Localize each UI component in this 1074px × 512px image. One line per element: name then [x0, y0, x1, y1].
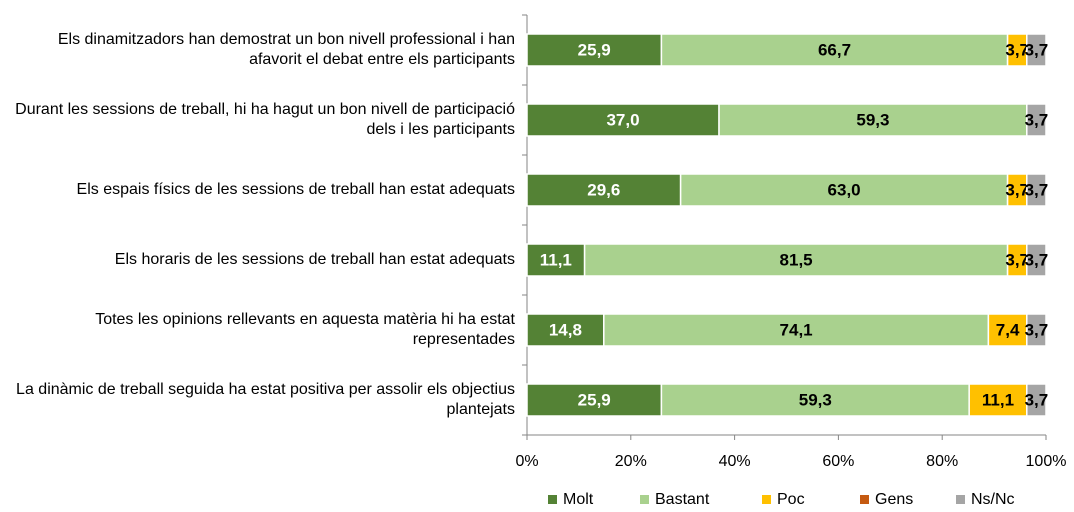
legend-swatch: [762, 495, 771, 504]
data-label: 3,7: [1025, 180, 1049, 199]
legend-swatch: [860, 495, 869, 504]
data-label: 59,3: [799, 390, 832, 409]
data-label: 3,7: [1025, 110, 1049, 129]
bar-segment: [1026, 173, 1047, 207]
bar-segment: [526, 243, 586, 277]
data-label: 59,3: [856, 110, 889, 129]
data-label: 29,6: [587, 180, 620, 199]
bar-segment: [526, 103, 720, 137]
category-label: Totes les opinions rellevants en aquesta…: [95, 311, 515, 348]
bar-segment: [1026, 383, 1047, 417]
bar-segment: [526, 313, 605, 347]
legend-label: Bastant: [655, 491, 710, 508]
legend-swatch: [548, 495, 557, 504]
data-label: 66,7: [818, 40, 851, 59]
data-label: 3,7: [1025, 390, 1049, 409]
data-label: 3,7: [1025, 320, 1049, 339]
category-label: Els dinamitzadors han demostrat un bon n…: [57, 31, 515, 68]
category-label: Durant les sessions de treball, hi ha ha…: [15, 101, 515, 138]
bar-segment: [1026, 313, 1047, 347]
x-tick-label: 0%: [515, 453, 538, 470]
bar-segment: [660, 33, 1009, 67]
data-label: 81,5: [780, 250, 813, 269]
data-label: 37,0: [606, 110, 639, 129]
data-label: 25,9: [578, 40, 611, 59]
bar-segment: [526, 383, 663, 417]
bar-segment: [1026, 33, 1047, 67]
bar-segment: [968, 383, 1028, 417]
x-tick-label: 80%: [926, 453, 958, 470]
data-label: 14,8: [549, 320, 582, 339]
bar-segment: [526, 33, 663, 67]
data-label: 3,7: [1025, 40, 1049, 59]
bar-segment: [718, 103, 1028, 137]
category-label: Els horaris de les sessions de treball h…: [114, 251, 515, 268]
legend-label: Poc: [777, 491, 805, 508]
data-label: 3,7: [1025, 250, 1049, 269]
x-tick-label: 20%: [615, 453, 647, 470]
data-label: 74,1: [780, 320, 813, 339]
data-label: 63,0: [828, 180, 861, 199]
x-tick-label: 40%: [719, 453, 751, 470]
legend-label: Molt: [563, 491, 594, 508]
data-label: 3,7: [1005, 180, 1029, 199]
data-label: 11,1: [540, 250, 572, 269]
data-label: 25,9: [578, 390, 611, 409]
legend-swatch: [956, 495, 965, 504]
data-label: 7,4: [996, 320, 1020, 339]
category-label: Els espais físics de les sessions de tre…: [76, 181, 515, 198]
category-label: La dinàmic de treball seguida ha estat p…: [16, 381, 515, 418]
legend-label: Gens: [875, 491, 913, 508]
bar-segment: [1026, 103, 1047, 137]
x-tick-label: 100%: [1026, 453, 1067, 470]
x-tick-label: 60%: [822, 453, 854, 470]
data-label: 3,7: [1005, 40, 1029, 59]
data-label: 11,1: [982, 390, 1014, 409]
legend-swatch: [640, 495, 649, 504]
bar-segment: [526, 173, 682, 207]
legend-label: Ns/Nc: [971, 491, 1015, 508]
bar-segment: [583, 243, 1009, 277]
bar-segment: [603, 313, 990, 347]
data-label: 3,7: [1005, 250, 1029, 269]
bar-segment: [1026, 243, 1047, 277]
